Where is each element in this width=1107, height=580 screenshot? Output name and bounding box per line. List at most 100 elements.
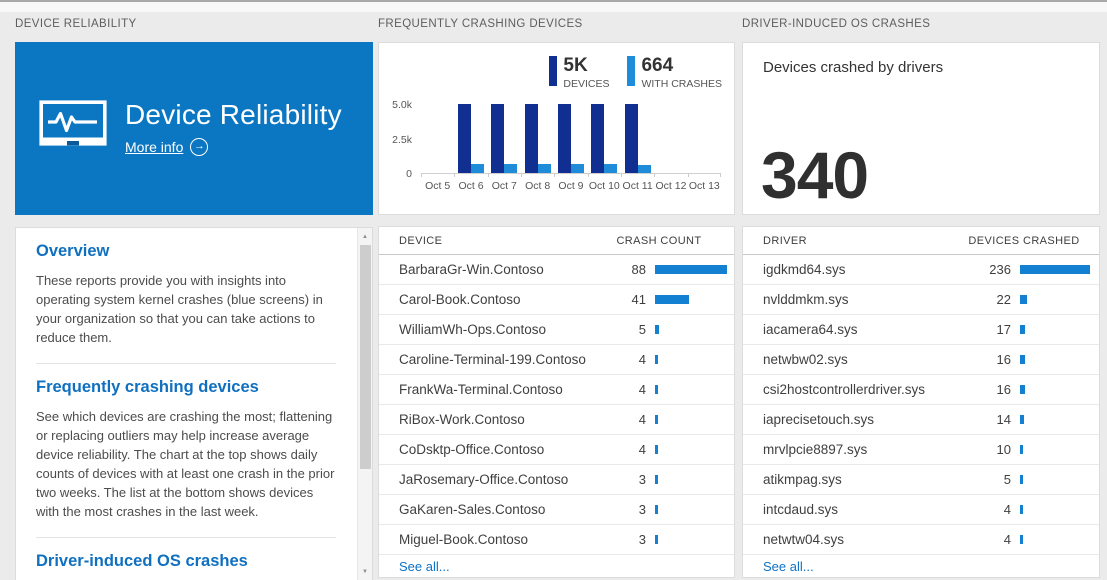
row-bar-cell [646, 475, 724, 484]
row-bar-cell [646, 415, 724, 424]
scroll-up-icon[interactable]: ▲ [362, 233, 368, 240]
x-axis-tick [654, 173, 656, 177]
row-name-cell: iacamera64.sys [763, 322, 858, 337]
device-reliability-column: DEVICE RELIABILITY Device Reliability Mo… [15, 14, 373, 580]
x-axis-tick [687, 173, 689, 177]
row-bar-cell [1011, 355, 1089, 364]
devices-table-card: DEVICE CRASH COUNT BarbaraGr-Win.Contoso… [378, 226, 735, 578]
x-axis-label: Oct 13 [688, 180, 720, 192]
row-value-cell: 22 [996, 292, 1011, 307]
row-value-cell: 41 [631, 292, 646, 307]
crash-trend-chart-card: 5K DEVICES 664 WITH CRASHES Oct 5 Oct 6 Oct 7… [378, 42, 735, 215]
row-bar-cell [646, 535, 724, 544]
row-value-bar [1020, 325, 1026, 334]
table-row[interactable]: netwbw02.sys 16 [743, 345, 1099, 375]
x-axis-label: Oct 6 [458, 180, 484, 192]
column-header-device: DEVICE [399, 234, 443, 247]
row-value-bar [1020, 505, 1023, 514]
table-row[interactable]: GaKaren-Sales.Contoso 3 [379, 495, 734, 525]
x-axis-tick [421, 173, 422, 177]
table-row[interactable]: mrvlpcie8897.sys 10 [743, 435, 1099, 465]
scrollbar[interactable]: ▲ ▼ [357, 228, 372, 580]
bar-devices [591, 104, 605, 173]
driver-induced-os-crashes-column: DRIVER-INDUCED OS CRASHES Devices crashe… [742, 14, 1100, 578]
column-header-crash-count: CRASH COUNT [616, 234, 702, 247]
see-all-drivers-link[interactable]: See all... [763, 559, 814, 574]
legend-label: WITH CRASHES [641, 78, 722, 90]
table-row[interactable]: netwtw04.sys 4 [743, 525, 1099, 555]
legend-text: 5K DEVICES [563, 56, 609, 90]
row-bar-cell [1011, 505, 1089, 514]
row-value-cell: 4 [638, 442, 646, 457]
table-row[interactable]: csi2hostcontrollerdriver.sys 16 [743, 375, 1099, 405]
row-value-cell: 10 [996, 442, 1011, 457]
kpi-card: Devices crashed by drivers 340 [742, 42, 1100, 215]
row-value-bar [1020, 385, 1025, 394]
y-axis-label: 0 [406, 168, 412, 180]
row-name-cell: intcdaud.sys [763, 502, 839, 517]
row-value-bar [1020, 415, 1025, 424]
section-heading: Overview [36, 242, 110, 260]
x-axis-label: Oct 7 [491, 180, 517, 192]
table-row[interactable]: Caroline-Terminal-199.Contoso 4 [379, 345, 734, 375]
row-name-cell: WilliamWh-Ops.Contoso [399, 322, 547, 337]
row-bar-cell [646, 355, 724, 364]
chart-slot-oct-6: Oct 6 [454, 104, 487, 192]
row-bar-cell [1011, 295, 1089, 304]
table-row[interactable]: atikmpag.sys 5 [743, 465, 1099, 495]
row-value-bar [655, 355, 659, 364]
table-row[interactable]: igdkmd64.sys 236 [743, 255, 1099, 285]
table-row[interactable]: RiBox-Work.Contoso 4 [379, 405, 734, 435]
row-value-cell: 5 [638, 322, 646, 337]
device-reliability-tile[interactable]: Device Reliability More info → [15, 42, 373, 215]
row-value-bar [655, 505, 658, 514]
row-name-cell: FrankWa-Terminal.Contoso [399, 382, 563, 397]
row-name-cell: igdkmd64.sys [763, 262, 846, 277]
section-frequently-crashing-devices: Frequently crashing devices See which dev… [36, 364, 336, 539]
row-value-bar [655, 475, 658, 484]
scroll-down-icon[interactable]: ▼ [362, 568, 368, 575]
section-driver-induced-os-crashes: Driver-induced OS crashesSee which drive… [36, 538, 336, 580]
bar-devices [557, 104, 571, 173]
legend-text: 664 WITH CRASHES [641, 56, 722, 90]
row-bar-cell [646, 505, 724, 514]
x-axis-tick [454, 173, 456, 177]
table-row[interactable]: BarbaraGr-Win.Contoso 88 [379, 255, 734, 285]
table-row[interactable]: CoDsktp-Office.Contoso 4 [379, 435, 734, 465]
bar-with-crashes [470, 164, 484, 173]
drivers-table-card: DRIVER DEVICES CRASHED igdkmd64.sys 236 nv… [742, 226, 1100, 578]
row-name-cell: csi2hostcontrollerdriver.sys [763, 382, 926, 397]
chart-slot-oct-7: Oct 7 [487, 104, 521, 192]
x-axis-tick [620, 173, 622, 177]
legend-swatch [627, 56, 636, 86]
legend-item-with-crashes: 664 WITH CRASHES [627, 56, 722, 90]
x-axis-tick [554, 173, 556, 177]
table-row[interactable]: iaprecisetouch.sys 14 [743, 405, 1099, 435]
table-row[interactable]: JaRosemary-Office.Contoso 3 [379, 465, 734, 495]
row-name-cell: GaKaren-Sales.Contoso [399, 502, 546, 517]
row-value-bar [1020, 535, 1023, 544]
table-row[interactable]: iacamera64.sys 17 [743, 315, 1099, 345]
table-row[interactable]: FrankWa-Terminal.Contoso 4 [379, 375, 734, 405]
row-bar-cell [1011, 325, 1089, 334]
row-value-bar [655, 295, 689, 304]
chart-slot-oct-12: Oct 12 [654, 105, 687, 192]
row-name-cell: CoDsktp-Office.Contoso [399, 442, 545, 457]
table-row[interactable]: Carol-Book.Contoso 41 [379, 285, 734, 315]
row-value-cell: 4 [638, 412, 646, 427]
bar-with-crashes [504, 164, 518, 173]
section-heading: Driver-induced OS crashes [36, 552, 248, 571]
row-value-bar [655, 415, 659, 424]
y-axis-label: 5.0k [392, 99, 412, 111]
more-info-link[interactable]: More info → [125, 137, 209, 156]
table-row[interactable]: Miguel-Book.Contoso 3 [379, 525, 734, 555]
frequently-crashing-devices-column: FREQUENTLY CRASHING DEVICES 5K DEVICES 664… [378, 14, 735, 578]
table-row[interactable]: WilliamWh-Ops.Contoso 5 [379, 315, 734, 345]
see-all-devices-link[interactable]: See all... [399, 559, 450, 574]
legend-value: 5K [563, 55, 588, 76]
table-row[interactable]: nvlddmkm.sys 22 [743, 285, 1099, 315]
row-value-bar [655, 385, 659, 394]
table-row[interactable]: intcdaud.sys 4 [743, 495, 1099, 525]
scrollbar-thumb[interactable] [360, 245, 371, 469]
row-value-cell: 17 [996, 322, 1011, 337]
